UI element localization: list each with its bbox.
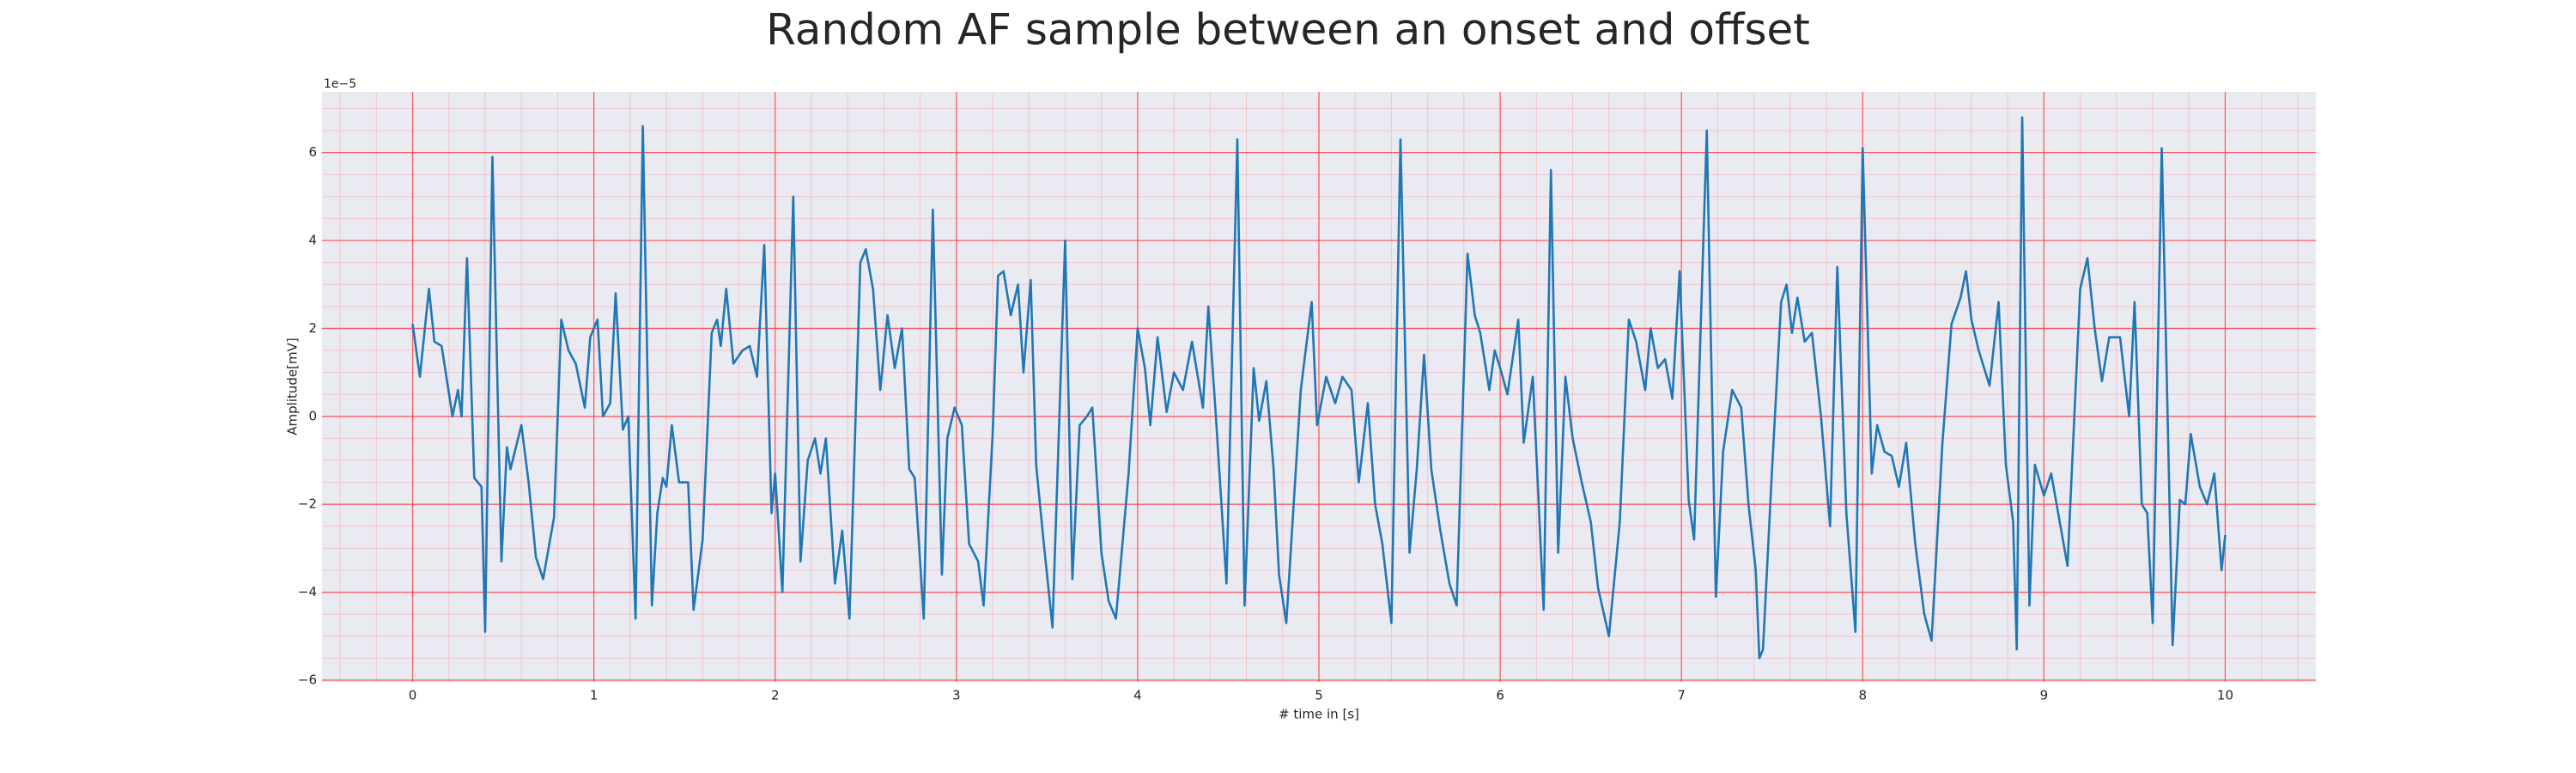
x-tick-label: 5 [1315,688,1323,703]
y-tick-label: −2 [298,496,317,512]
y-axis-label: Amplitude[mV] [285,338,301,435]
x-tick-label: 6 [1496,688,1504,703]
y-tick-label: 6 [308,144,317,160]
x-tick-label: 8 [1858,688,1867,703]
x-tick-label: 1 [590,688,598,703]
x-tick-label: 0 [409,688,417,703]
x-tick-label: 9 [2040,688,2049,703]
y-tick-label: 2 [308,320,317,336]
x-tick-label: 3 [952,688,961,703]
x-axis-label: # time in [s] [1279,707,1359,722]
y-tick-label: 0 [308,408,317,423]
y-tick-label: −6 [298,672,317,687]
y-tick-label: −4 [298,584,317,600]
x-tick-label: 7 [1677,688,1686,703]
x-tick-label: 4 [1133,688,1142,703]
chart-title: Random AF sample between an onset and of… [766,5,1810,55]
y-tick-label: 4 [308,233,317,248]
x-tick-label: 2 [771,688,780,703]
x-tick-label: 10 [2217,688,2233,703]
signal-line [411,116,2227,660]
y-offset-label: 1e−5 [324,77,356,91]
